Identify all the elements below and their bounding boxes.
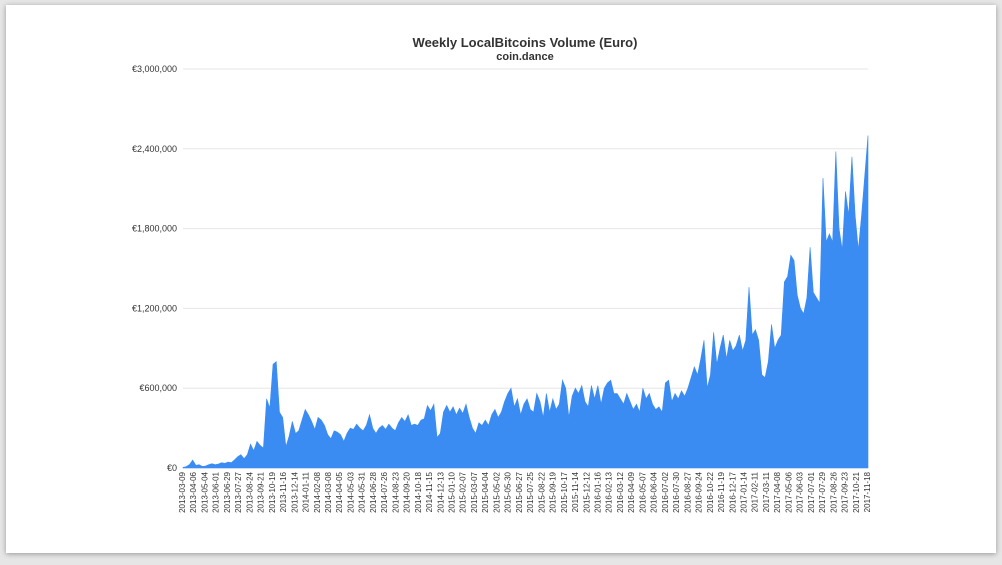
y-tick-label: €1,800,000 bbox=[132, 224, 177, 234]
x-tick-label: 2017-03-11 bbox=[762, 471, 771, 512]
x-tick-label: 2017-11-18 bbox=[863, 471, 872, 512]
x-tick-label: 2017-02-11 bbox=[751, 471, 760, 512]
x-tick-label: 2016-08-27 bbox=[683, 471, 692, 512]
x-tick-label: 2016-02-13 bbox=[605, 471, 614, 512]
x-tick-label: 2016-12-17 bbox=[728, 471, 737, 512]
x-tick-label: 2017-10-21 bbox=[852, 471, 861, 512]
x-tick-label: 2017-04-08 bbox=[773, 471, 782, 512]
x-tick-label: 2014-08-23 bbox=[391, 471, 400, 512]
x-tick-label: 2015-08-22 bbox=[537, 471, 546, 512]
x-tick-label: 2013-10-19 bbox=[268, 471, 277, 512]
x-tick-label: 2015-04-04 bbox=[481, 471, 490, 512]
x-tick-label: 2013-05-04 bbox=[200, 471, 209, 512]
x-tick-label: 2014-09-20 bbox=[403, 471, 412, 512]
x-tick-label: 2015-02-07 bbox=[459, 471, 468, 512]
x-tick-label: 2017-01-14 bbox=[739, 471, 748, 512]
x-tick-label: 2013-09-21 bbox=[257, 471, 266, 512]
x-tick-label: 2016-05-07 bbox=[638, 471, 647, 512]
x-tick-label: 2013-03-09 bbox=[178, 471, 187, 512]
area-chart: Weekly LocalBitcoins Volume (Euro) coin.… bbox=[132, 35, 872, 513]
x-tick-label: 2016-01-16 bbox=[593, 471, 602, 512]
x-tick-label: 2015-11-14 bbox=[571, 471, 580, 512]
x-tick-label: 2014-03-08 bbox=[324, 471, 333, 512]
chart-subtitle: coin.dance bbox=[496, 51, 553, 63]
x-tick-label: 2017-06-03 bbox=[796, 471, 805, 512]
y-tick-label: €3,000,000 bbox=[132, 64, 177, 74]
x-tick-label: 2013-07-27 bbox=[234, 471, 243, 512]
x-tick-label: 2016-11-19 bbox=[717, 471, 726, 512]
y-tick-label: €1,200,000 bbox=[132, 303, 177, 313]
x-tick-label: 2015-03-07 bbox=[470, 471, 479, 512]
volume-area bbox=[182, 135, 869, 469]
x-tick-label: 2016-10-22 bbox=[706, 471, 715, 512]
y-tick-label: €0 bbox=[167, 463, 177, 473]
x-tick-label: 2014-02-08 bbox=[313, 471, 322, 512]
y-tick-label: €600,000 bbox=[139, 383, 177, 393]
x-tick-label: 2016-03-12 bbox=[616, 471, 625, 512]
x-tick-label: 2016-07-02 bbox=[661, 471, 670, 512]
x-tick-label: 2013-11-16 bbox=[279, 471, 288, 512]
x-tick-label: 2015-12-12 bbox=[582, 471, 591, 512]
x-tick-label: 2017-05-06 bbox=[784, 471, 793, 512]
x-tick-label: 2014-04-05 bbox=[335, 471, 344, 512]
x-tick-label: 2013-12-14 bbox=[290, 471, 299, 512]
x-tick-label: 2014-06-28 bbox=[369, 471, 378, 512]
x-tick-label: 2015-06-27 bbox=[515, 471, 524, 512]
x-tick-label: 2017-09-23 bbox=[841, 471, 850, 512]
x-tick-label: 2014-05-31 bbox=[358, 471, 367, 512]
y-axis: €0 €600,000 €1,200,000 €1,800,000 €2,400,000… bbox=[132, 64, 177, 473]
x-tick-label: 2014-05-03 bbox=[346, 471, 355, 512]
x-tick-label: 2014-12-13 bbox=[436, 471, 445, 512]
x-tick-label: 2015-05-02 bbox=[492, 471, 501, 512]
y-tick-label: €2,400,000 bbox=[132, 144, 177, 154]
x-tick-label: 2013-06-01 bbox=[212, 471, 221, 512]
chart-card: Weekly LocalBitcoins Volume (Euro) coin.… bbox=[6, 5, 996, 553]
series-area bbox=[182, 135, 869, 469]
x-tick-label: 2017-07-29 bbox=[818, 471, 827, 512]
x-tick-label: 2016-09-24 bbox=[695, 471, 704, 512]
x-tick-label: 2016-07-30 bbox=[672, 471, 681, 512]
x-axis: 2013-03-09 2013-04-06 2013-05-04 2013-06-01… bbox=[178, 471, 872, 512]
x-tick-label: 2014-01-11 bbox=[302, 471, 311, 512]
x-tick-label: 2016-04-09 bbox=[627, 471, 636, 512]
chart-title: Weekly LocalBitcoins Volume (Euro) bbox=[413, 35, 638, 50]
x-tick-label: 2014-11-15 bbox=[425, 471, 434, 512]
x-tick-label: 2013-06-29 bbox=[223, 471, 232, 512]
x-tick-label: 2015-05-30 bbox=[504, 471, 513, 512]
x-tick-label: 2016-06-04 bbox=[650, 471, 659, 512]
x-tick-label: 2017-08-26 bbox=[829, 471, 838, 512]
x-tick-label: 2015-07-25 bbox=[526, 471, 535, 512]
x-tick-label: 2015-09-19 bbox=[549, 471, 558, 512]
x-tick-label: 2015-01-10 bbox=[448, 471, 457, 512]
x-tick-label: 2015-10-17 bbox=[560, 471, 569, 512]
x-tick-label: 2013-04-06 bbox=[189, 471, 198, 512]
x-tick-label: 2013-08-24 bbox=[245, 471, 254, 512]
x-tick-label: 2017-07-01 bbox=[807, 471, 816, 512]
x-tick-label: 2014-07-26 bbox=[380, 471, 389, 512]
x-tick-label: 2014-10-18 bbox=[414, 471, 423, 512]
